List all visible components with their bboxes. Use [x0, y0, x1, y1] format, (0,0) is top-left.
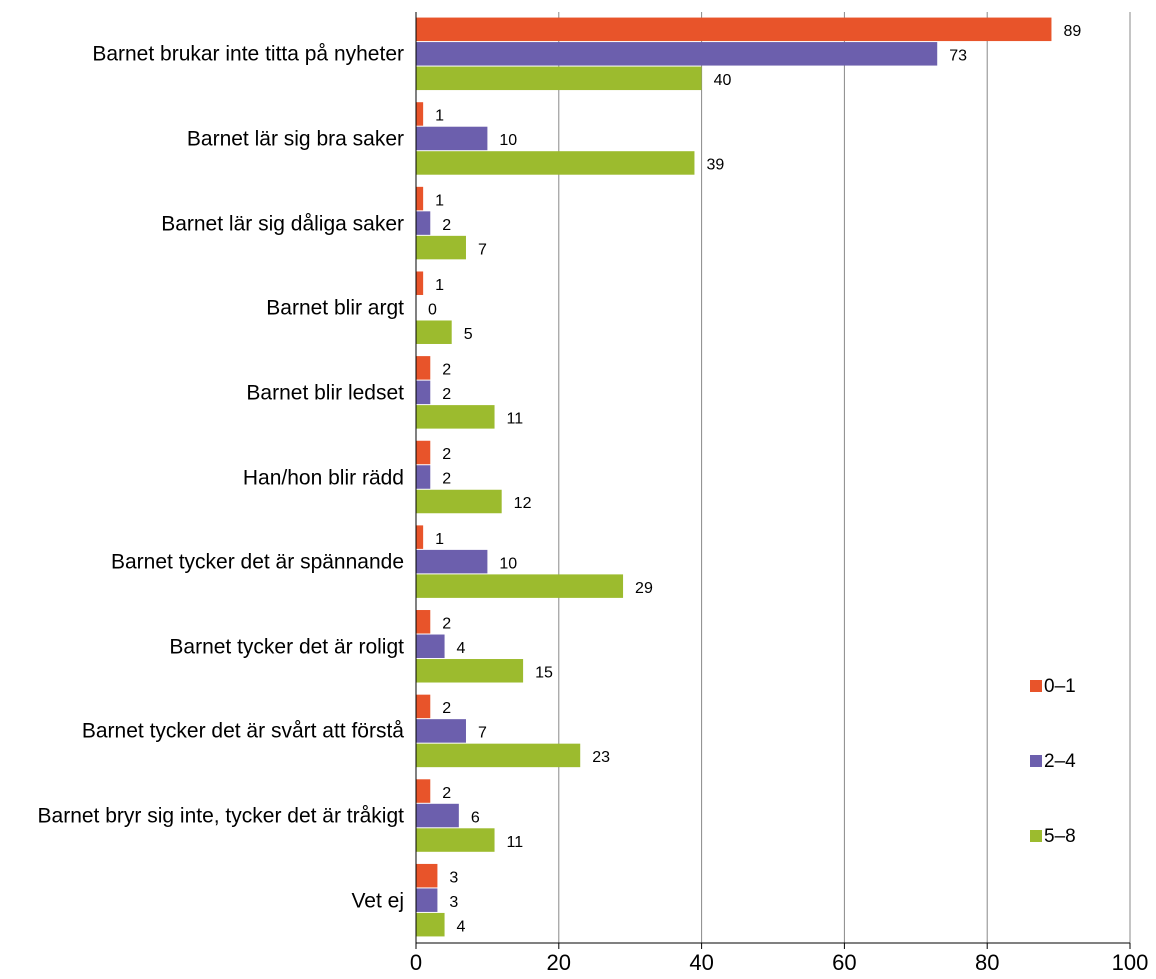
bar	[416, 803, 459, 828]
y-tick-label: Barnet brukar inte titta på nyheter	[92, 42, 404, 66]
bar	[416, 320, 452, 344]
bar	[416, 271, 424, 295]
y-tick-label: Barnet bryr sig inte, tycker det är tråk…	[37, 804, 404, 828]
data-label: 7	[478, 725, 487, 742]
legend-label: 2–4	[1044, 751, 1076, 772]
data-label: 40	[714, 72, 732, 89]
y-tick-label: Vet ej	[351, 889, 404, 913]
legend-swatch	[1030, 755, 1042, 767]
bar	[416, 186, 424, 211]
bar	[416, 779, 431, 803]
x-tick-label: 100	[1112, 950, 1149, 975]
x-tick-label: 40	[689, 950, 713, 975]
bar	[416, 634, 445, 659]
data-label: 2	[442, 700, 451, 717]
bar	[416, 610, 431, 634]
bar	[416, 912, 445, 937]
data-label: 2	[442, 217, 451, 234]
bar	[416, 126, 488, 151]
bar	[416, 102, 424, 126]
y-tick-label: Barnet lär sig dåliga saker	[161, 212, 404, 236]
data-label: 11	[507, 411, 524, 428]
bar	[416, 465, 431, 489]
data-label: 73	[949, 48, 967, 65]
legend-swatch	[1030, 680, 1042, 692]
y-tick-label: Barnet tycker det är roligt	[169, 635, 404, 659]
data-label: 1	[435, 531, 444, 548]
bar	[416, 356, 431, 380]
data-label: 12	[514, 495, 532, 512]
bar	[416, 405, 495, 429]
x-tick-label: 80	[975, 950, 999, 975]
data-label: 6	[471, 809, 480, 826]
data-label: 89	[1063, 23, 1081, 40]
data-label: 1	[435, 108, 444, 125]
bar	[416, 211, 431, 235]
bar	[416, 863, 438, 888]
data-label: 10	[499, 555, 517, 572]
data-label: 0	[428, 301, 437, 318]
data-label: 2	[442, 615, 451, 632]
data-label: 2	[442, 471, 451, 488]
x-tick-label: 20	[547, 950, 571, 975]
bar	[416, 719, 466, 743]
bar	[416, 42, 938, 66]
bar	[416, 235, 466, 260]
y-tick-label: Han/hon blir rädd	[242, 466, 404, 489]
bar	[416, 380, 431, 405]
bar	[416, 574, 624, 598]
data-label: 4	[457, 918, 466, 935]
legend-label: 5–8	[1044, 826, 1076, 847]
y-tick-label: Barnet blir argt	[266, 296, 404, 320]
bar	[416, 489, 502, 514]
data-label: 7	[478, 241, 487, 258]
bar	[416, 549, 488, 574]
y-tick-label: Barnet lär sig bra saker	[186, 127, 404, 151]
legend-label: 0–1	[1044, 676, 1076, 697]
y-tick-label: Barnet blir ledset	[246, 381, 404, 405]
data-label: 1	[435, 277, 444, 294]
bar	[416, 743, 581, 768]
data-label: 3	[449, 894, 458, 911]
data-label: 2	[442, 386, 451, 403]
data-label: 5	[464, 326, 473, 343]
data-label: 1	[435, 192, 444, 209]
bar	[416, 17, 1052, 42]
bar	[416, 828, 495, 852]
data-label: 10	[499, 132, 517, 149]
bar	[416, 440, 431, 465]
data-label: 23	[592, 749, 610, 766]
bar	[416, 525, 424, 549]
bar	[416, 694, 431, 719]
y-tick-label: Barnet tycker det är svårt att förstå	[81, 719, 404, 743]
x-tick-label: 0	[410, 950, 422, 975]
data-label: 3	[449, 869, 458, 886]
data-label: 39	[706, 157, 724, 174]
data-label: 4	[457, 640, 466, 657]
data-label: 15	[535, 664, 553, 681]
data-label: 11	[507, 834, 524, 851]
data-label: 2	[442, 362, 451, 379]
data-label: 2	[442, 446, 451, 463]
bar	[416, 659, 524, 683]
y-tick-label: Barnet tycker det är spännande	[110, 550, 404, 574]
data-label: 2	[442, 785, 451, 802]
bar	[416, 66, 702, 91]
legend-swatch	[1030, 830, 1042, 842]
bar	[416, 151, 695, 175]
data-label: 29	[635, 580, 653, 597]
x-tick-label: 60	[832, 950, 856, 975]
bar	[416, 888, 438, 912]
